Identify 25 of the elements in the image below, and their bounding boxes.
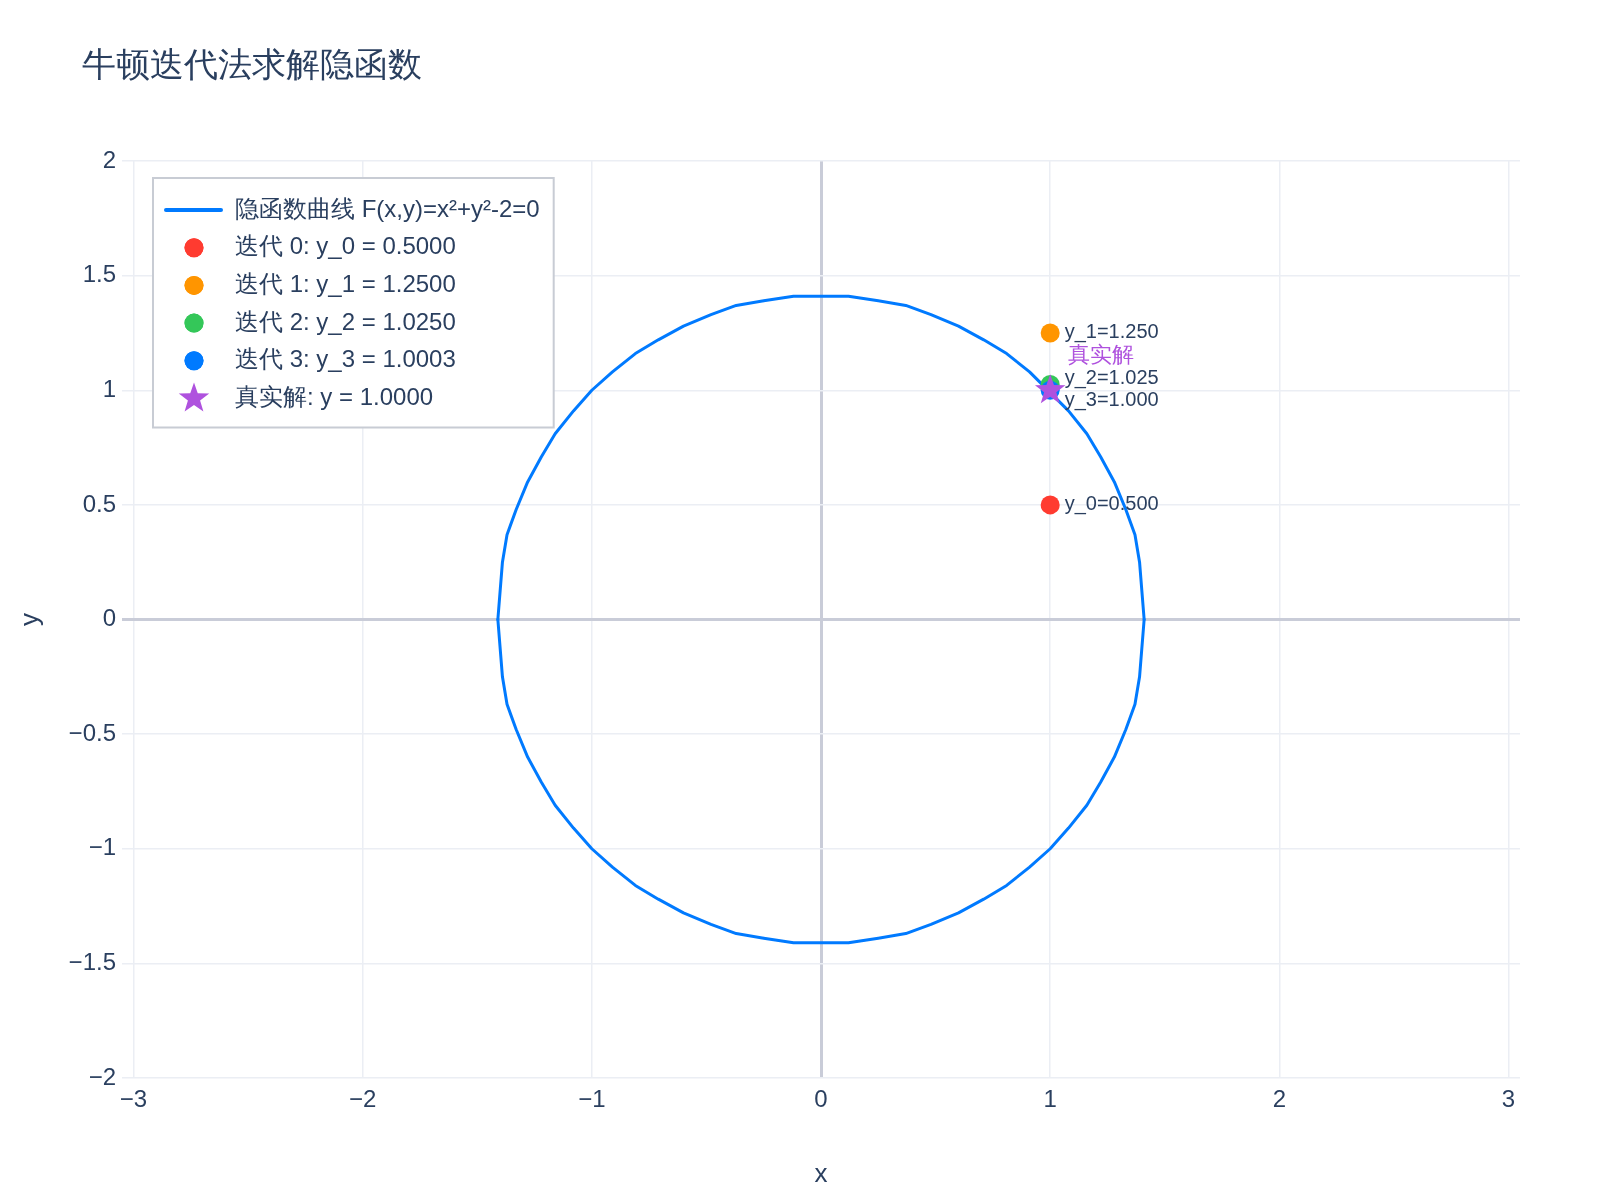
x-tick-label: −2 — [348, 1085, 377, 1113]
x-tick-label: −3 — [119, 1085, 148, 1113]
legend-label: 迭代 2: y_2 = 1.0250 — [235, 307, 456, 335]
y-tick-label: 1.5 — [82, 260, 116, 288]
y-tick-label: 2 — [102, 145, 116, 173]
y-tick-label: −0.5 — [68, 718, 116, 746]
x-tick-label: 0 — [814, 1085, 828, 1113]
legend-label: 迭代 0: y_0 = 0.5000 — [235, 232, 456, 260]
legend-label: 迭代 3: y_3 = 1.0003 — [235, 345, 456, 373]
legend-label: 迭代 1: y_1 = 1.2500 — [235, 270, 456, 298]
legend-label: 真实解: y = 1.0000 — [235, 383, 434, 411]
x-tick-label: 2 — [1272, 1085, 1287, 1113]
y-tick-label: 0.5 — [82, 489, 116, 517]
x-tick-label: 3 — [1501, 1085, 1516, 1113]
y-tick-label: −1 — [88, 833, 116, 861]
x-axis-title: x — [814, 1157, 828, 1188]
y-tick-label: −1.5 — [68, 948, 116, 975]
y-axis-title: y — [13, 613, 44, 626]
chart-title: 牛顿迭代法求解隐函数 — [82, 45, 422, 84]
legend-label: 隐函数曲线 F(x,y)=x²+y²-2=0 — [235, 194, 540, 222]
y-tick-label: 1 — [102, 374, 116, 402]
y-tick-label: 0 — [102, 604, 116, 632]
x-tick-label: 1 — [1043, 1085, 1057, 1113]
x-tick-label: −1 — [578, 1085, 606, 1113]
y-tick-label: −2 — [88, 1062, 116, 1090]
